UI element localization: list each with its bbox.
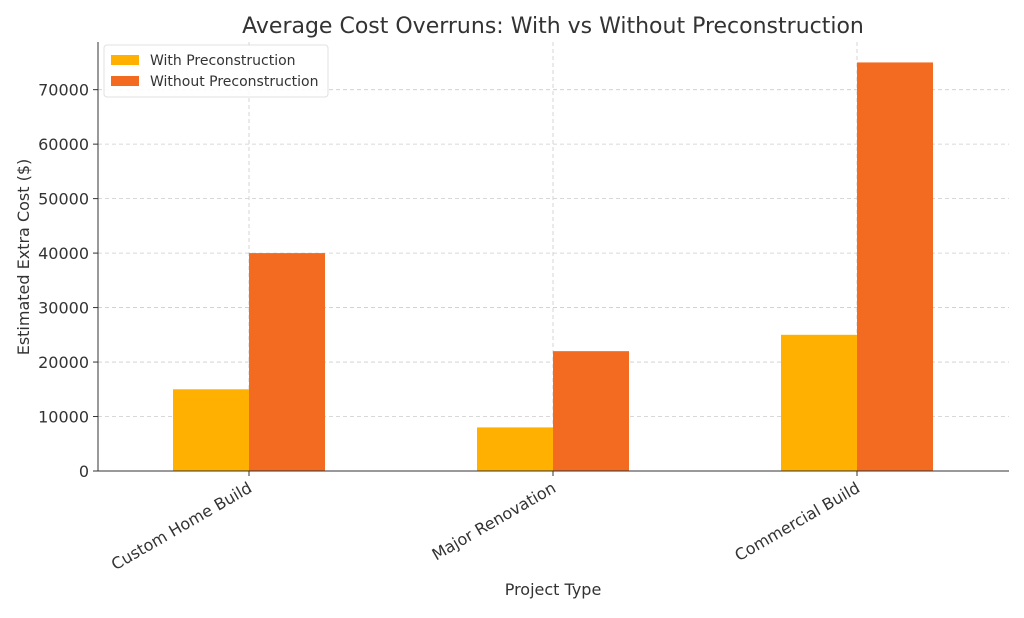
legend: With Preconstruction Without Preconstruct… <box>103 44 329 98</box>
legend-label: Without Preconstruction <box>150 74 319 90</box>
y-tick-label: 0 <box>79 462 89 481</box>
y-tick-label: 20000 <box>38 353 89 372</box>
x-tick-label: Commercial Build <box>731 478 863 565</box>
bar-without-1 <box>553 351 629 471</box>
x-axis-label: Project Type <box>505 580 602 599</box>
y-tick-label: 10000 <box>38 408 89 427</box>
legend-swatch <box>111 76 139 86</box>
y-tick-label: 70000 <box>38 81 89 100</box>
x-tick-label: Custom Home Build <box>108 478 255 574</box>
chart-title: Average Cost Overruns: With vs Without P… <box>242 14 864 39</box>
legend-label: With Preconstruction <box>150 53 296 69</box>
y-tick-label: 40000 <box>38 244 89 263</box>
bar-with-2 <box>781 334 857 471</box>
legend-box <box>103 44 329 98</box>
y-tick-label: 60000 <box>38 135 89 154</box>
x-tick-label: Major Renovation <box>429 478 559 564</box>
bar-with-0 <box>173 389 249 471</box>
bar-without-0 <box>249 253 325 471</box>
bar-with-1 <box>477 427 553 471</box>
legend-swatch <box>111 55 139 65</box>
y-tick-label: 30000 <box>38 299 89 318</box>
bar-without-2 <box>857 62 933 472</box>
bars <box>173 62 933 472</box>
y-tick-label: 50000 <box>38 190 89 209</box>
y-axis-label: Estimated Extra Cost ($) <box>14 159 33 356</box>
